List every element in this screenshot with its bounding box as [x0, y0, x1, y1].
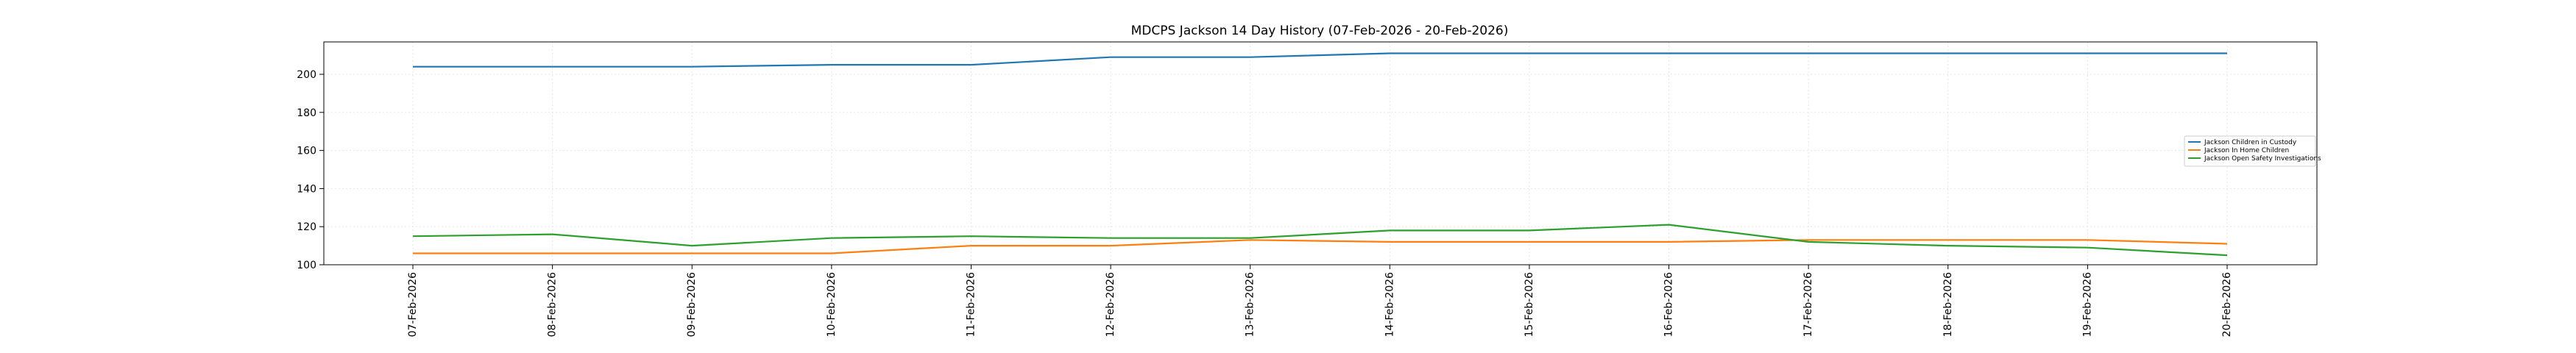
series-line-3 [412, 224, 2228, 257]
series-line-2 [413, 239, 2228, 254]
x-tick-label: 10-Feb-2026 [826, 272, 838, 337]
y-tick-label: 140 [297, 183, 316, 195]
x-tick-label: 09-Feb-2026 [686, 272, 698, 337]
x-tick-label: 20-Feb-2026 [2221, 272, 2233, 337]
legend-box [2184, 135, 2316, 167]
x-tick-label: 07-Feb-2026 [407, 272, 419, 337]
x-tick-label: 19-Feb-2026 [2081, 272, 2093, 337]
y-tick-label: 200 [297, 69, 316, 81]
y-tick-label: 120 [297, 221, 316, 233]
grid-layer [324, 42, 2317, 265]
plot-frame [323, 41, 2318, 265]
x-tick-label: 11-Feb-2026 [965, 272, 977, 337]
x-tick-label: 16-Feb-2026 [1663, 272, 1675, 337]
legend-label: Jackson Open Safety Investigations [2204, 155, 2321, 163]
legend-label: Jackson Children in Custody [2204, 139, 2297, 146]
x-tick-label: 17-Feb-2026 [1802, 272, 1814, 337]
x-tick-label: 13-Feb-2026 [1245, 272, 1256, 337]
x-tick-label: 12-Feb-2026 [1105, 272, 1117, 337]
y-tick-label: 100 [297, 260, 316, 271]
x-axis: 07-Feb-2026 08-Feb-2026 09-Feb-2026 10-Feb-… [407, 265, 2233, 337]
y-tick-label: 180 [297, 107, 316, 119]
y-axis: 100 120 140 160 180 200 [297, 69, 324, 271]
x-tick-label: 18-Feb-2026 [1942, 272, 1954, 337]
legend-label: Jackson In Home Children [2204, 147, 2289, 154]
x-tick-label: 15-Feb-2026 [1524, 272, 1535, 337]
series-layer [412, 52, 2228, 257]
chart-title: MDCPS Jackson 14 Day History (07-Feb-202… [1131, 24, 1509, 38]
y-tick-label: 160 [297, 146, 316, 157]
x-tick-label: 14-Feb-2026 [1384, 272, 1395, 337]
x-tick-label: 08-Feb-2026 [547, 272, 559, 337]
series-line-1 [413, 52, 2227, 68]
